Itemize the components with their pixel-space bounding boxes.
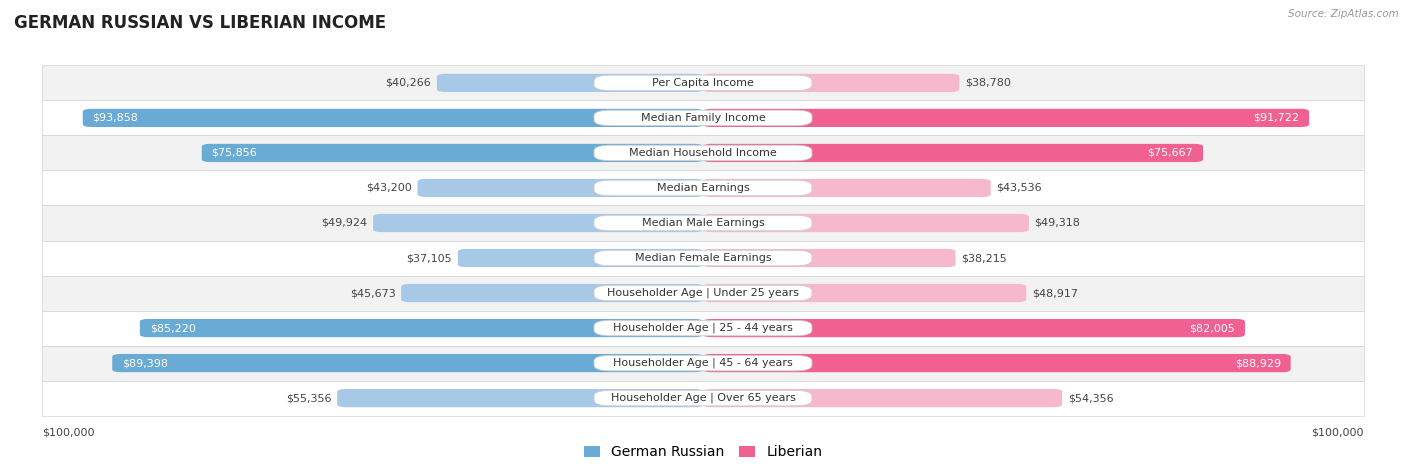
Text: $45,673: $45,673 (350, 288, 395, 298)
Text: $91,722: $91,722 (1253, 113, 1299, 123)
Text: $85,220: $85,220 (149, 323, 195, 333)
Text: $54,356: $54,356 (1067, 393, 1114, 403)
Text: $93,858: $93,858 (93, 113, 138, 123)
Text: $40,266: $40,266 (385, 78, 432, 88)
Text: GERMAN RUSSIAN VS LIBERIAN INCOME: GERMAN RUSSIAN VS LIBERIAN INCOME (14, 14, 387, 32)
Text: $49,318: $49,318 (1035, 218, 1080, 228)
Text: $88,929: $88,929 (1234, 358, 1281, 368)
Text: $100,000: $100,000 (42, 427, 94, 437)
Text: $43,200: $43,200 (366, 183, 412, 193)
Text: Source: ZipAtlas.com: Source: ZipAtlas.com (1288, 9, 1399, 19)
Text: $100,000: $100,000 (1312, 427, 1364, 437)
Text: $43,536: $43,536 (997, 183, 1042, 193)
Text: $38,780: $38,780 (965, 78, 1011, 88)
Text: Householder Age | 45 - 64 years: Householder Age | 45 - 64 years (613, 358, 793, 368)
Text: $75,856: $75,856 (211, 148, 257, 158)
Text: Median Male Earnings: Median Male Earnings (641, 218, 765, 228)
Text: $37,105: $37,105 (406, 253, 453, 263)
Text: $55,356: $55,356 (285, 393, 332, 403)
Text: $49,924: $49,924 (322, 218, 367, 228)
Text: $82,005: $82,005 (1189, 323, 1234, 333)
Text: Median Female Earnings: Median Female Earnings (634, 253, 772, 263)
Text: $48,917: $48,917 (1032, 288, 1078, 298)
Text: Householder Age | Under 25 years: Householder Age | Under 25 years (607, 288, 799, 298)
Legend: German Russian, Liberian: German Russian, Liberian (578, 439, 828, 465)
Text: $75,667: $75,667 (1147, 148, 1194, 158)
Text: Householder Age | 25 - 44 years: Householder Age | 25 - 44 years (613, 323, 793, 333)
Text: Per Capita Income: Per Capita Income (652, 78, 754, 88)
Text: Median Family Income: Median Family Income (641, 113, 765, 123)
Text: Median Earnings: Median Earnings (657, 183, 749, 193)
Text: $89,398: $89,398 (122, 358, 169, 368)
Text: $38,215: $38,215 (962, 253, 1007, 263)
Text: Median Household Income: Median Household Income (628, 148, 778, 158)
Text: Householder Age | Over 65 years: Householder Age | Over 65 years (610, 393, 796, 403)
